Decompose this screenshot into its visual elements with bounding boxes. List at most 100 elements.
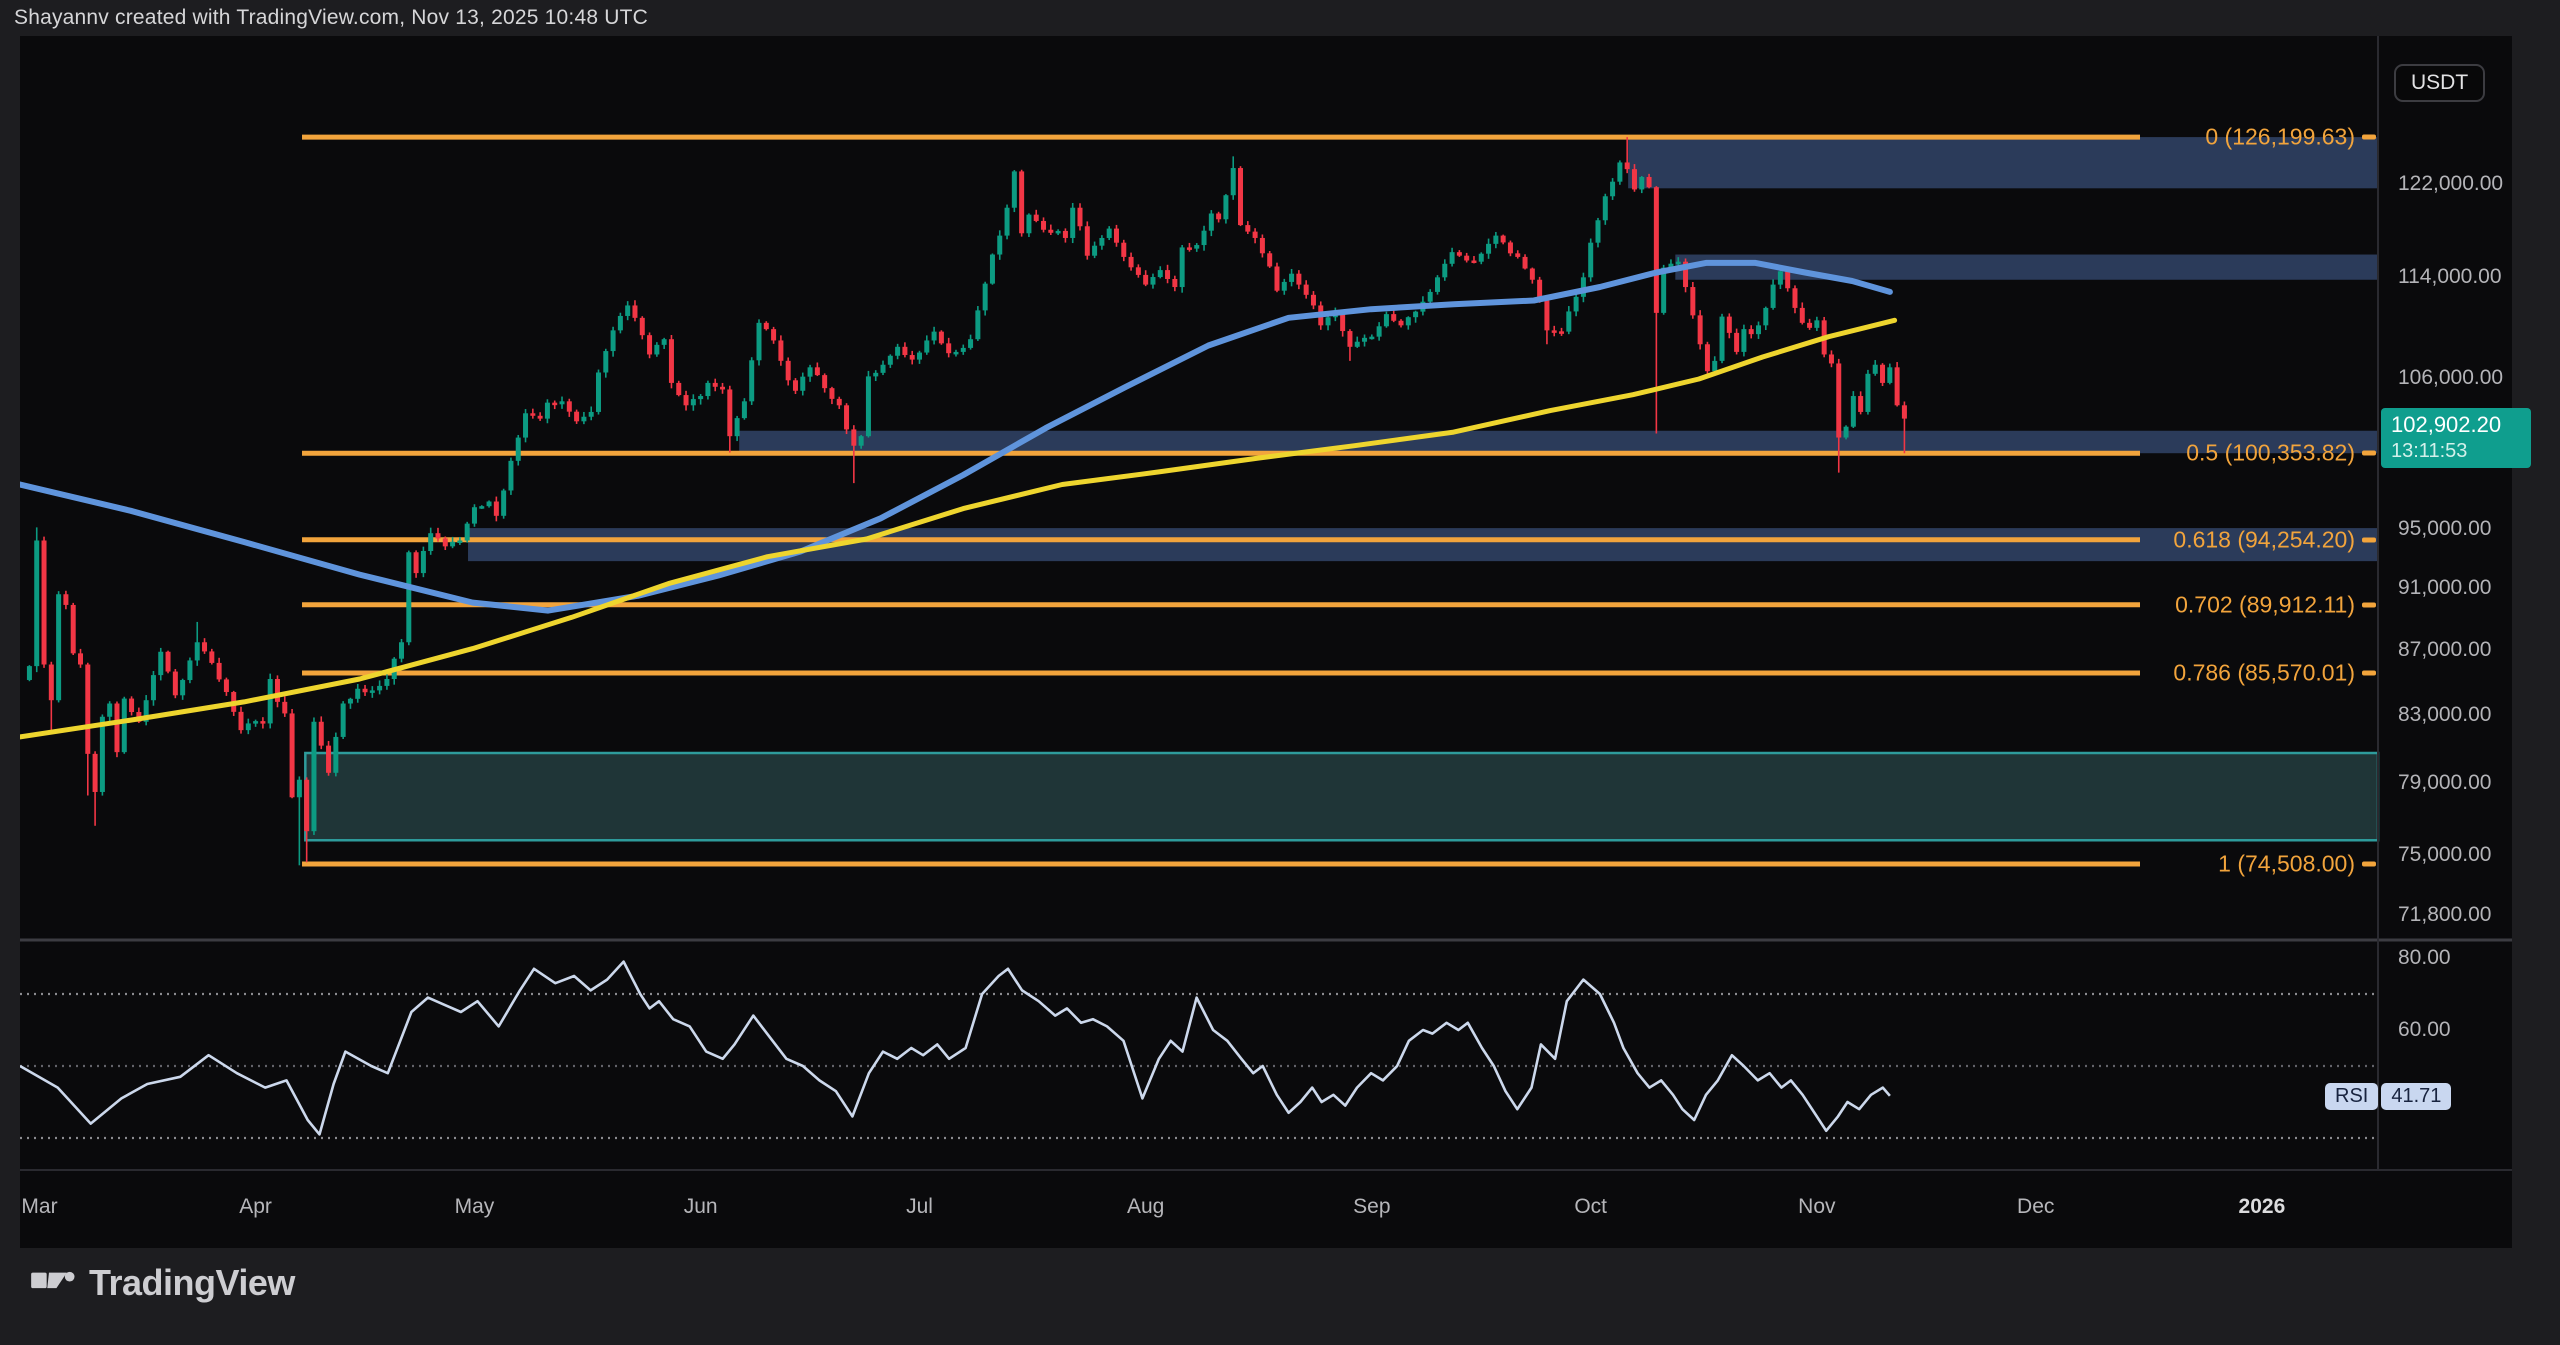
rsi-badge[interactable]: RSI 41.71 [2325, 1083, 2451, 1110]
time-axis-label-nov: Nov [1798, 1195, 1835, 1219]
fib-label-0.786[interactable]: 0.786 (85,570.01) [2173, 660, 2355, 687]
candle-body [195, 642, 200, 660]
candle-body [1216, 213, 1221, 219]
candle-body [574, 412, 579, 422]
candle-body [640, 318, 645, 335]
candle-body [173, 672, 178, 696]
candle-body [1902, 405, 1907, 418]
demand-zone-78k[interactable] [305, 753, 2378, 840]
candle-body [647, 335, 652, 354]
rsi-value-chip: 41.71 [2381, 1083, 2451, 1110]
candle-body [341, 704, 346, 737]
candle-body [93, 754, 98, 792]
time-axis-label-aug: Aug [1127, 1195, 1164, 1219]
time-axis-label-dec: Dec [2017, 1195, 2054, 1219]
candle-body [187, 660, 192, 680]
candle-body [1654, 187, 1659, 313]
candle-body [552, 403, 557, 406]
tradingview-chart-frame: Shayannv created with TradingView.com, N… [0, 0, 2560, 1345]
candle-body [851, 429, 856, 445]
candle-body [304, 780, 309, 831]
candle-body [508, 461, 513, 491]
price-axis-label: 79,000.00 [2398, 771, 2491, 795]
candle-body [756, 323, 761, 360]
candle-body [209, 651, 214, 662]
candle-body [1690, 287, 1695, 315]
candle-body [1078, 208, 1083, 227]
chart-canvas[interactable] [20, 36, 2512, 1248]
candle-body [122, 699, 127, 753]
candle-body [1771, 285, 1776, 308]
candle-body [1493, 236, 1498, 244]
tradingview-logo[interactable]: TradingView [30, 1262, 295, 1304]
candle-body [866, 376, 871, 436]
candle-body [1851, 396, 1856, 427]
candle-body [786, 361, 791, 380]
candle-body [1785, 271, 1790, 288]
candle-body [1012, 171, 1017, 207]
last-price-badge: 102,902.20 13:11:53 [2381, 408, 2531, 468]
fib-label-1[interactable]: 1 (74,508.00) [2218, 850, 2355, 877]
rsi-label-chip[interactable]: RSI [2325, 1083, 2378, 1110]
candle-body [764, 323, 769, 329]
candle-body [1384, 314, 1389, 326]
candle-body [939, 332, 944, 344]
candle-body [1763, 308, 1768, 325]
candle-body [1238, 168, 1243, 225]
candle-body [1457, 252, 1462, 256]
candle-body [1187, 247, 1192, 250]
candle-body [1610, 182, 1615, 197]
fib-label-0[interactable]: 0 (126,199.63) [2205, 124, 2355, 151]
candle-body [1858, 396, 1863, 412]
candle-body [1756, 325, 1761, 334]
candle-body [1274, 266, 1279, 290]
candle-body [545, 403, 550, 419]
candle-body [1377, 326, 1382, 336]
candle-body [844, 405, 849, 429]
candle-body [217, 663, 222, 680]
candle-body [311, 722, 316, 831]
fib-label-0.618[interactable]: 0.618 (94,254.20) [2173, 526, 2355, 553]
fib-label-0.702[interactable]: 0.702 (89,912.11) [2175, 591, 2355, 618]
candle-body [1260, 238, 1265, 253]
candle-body [669, 339, 674, 383]
candle-body [42, 540, 47, 664]
fib-label-0.5[interactable]: 0.5 (100,353.82) [2186, 440, 2355, 467]
candle-body [107, 704, 112, 717]
candle-body [1136, 267, 1141, 275]
candle-body [961, 348, 966, 352]
supply-zone-101k[interactable] [739, 431, 2378, 453]
candle-body [1450, 252, 1455, 264]
candle-body [1792, 288, 1797, 308]
candle-body [399, 642, 404, 658]
candle-body [1362, 338, 1367, 342]
candle-body [129, 699, 134, 712]
candle-body [1209, 213, 1214, 230]
candle-body [1304, 285, 1309, 295]
price-axis-label: 71,800.00 [2398, 903, 2491, 927]
candle-body [815, 367, 820, 375]
candle-body [180, 680, 185, 695]
candle-body [822, 375, 827, 388]
candle-body [859, 436, 864, 446]
candle-body [895, 347, 900, 356]
quote-currency-badge[interactable]: USDT [2394, 64, 2485, 102]
candle-body [56, 594, 61, 700]
supply-zone-94k[interactable] [468, 528, 2378, 561]
candle-body [698, 396, 703, 399]
candle-body [997, 236, 1002, 255]
rsi-line[interactable] [20, 962, 1890, 1135]
candle-body [778, 340, 783, 360]
candle-body [1092, 246, 1097, 256]
candle-body [297, 780, 302, 798]
candle-body [654, 345, 659, 355]
candle-body [1355, 342, 1360, 347]
candle-body [253, 721, 258, 724]
fib-label-dash [2362, 671, 2376, 676]
chart-panel[interactable]: USDT 0 (126,199.63) 0.5 (100,353.82) 0.618… [20, 36, 2512, 1248]
candle-body [742, 401, 747, 418]
candle-body [713, 383, 718, 387]
candle-body [239, 712, 244, 730]
candle-body [538, 416, 543, 419]
fib-label-dash [2362, 537, 2376, 542]
